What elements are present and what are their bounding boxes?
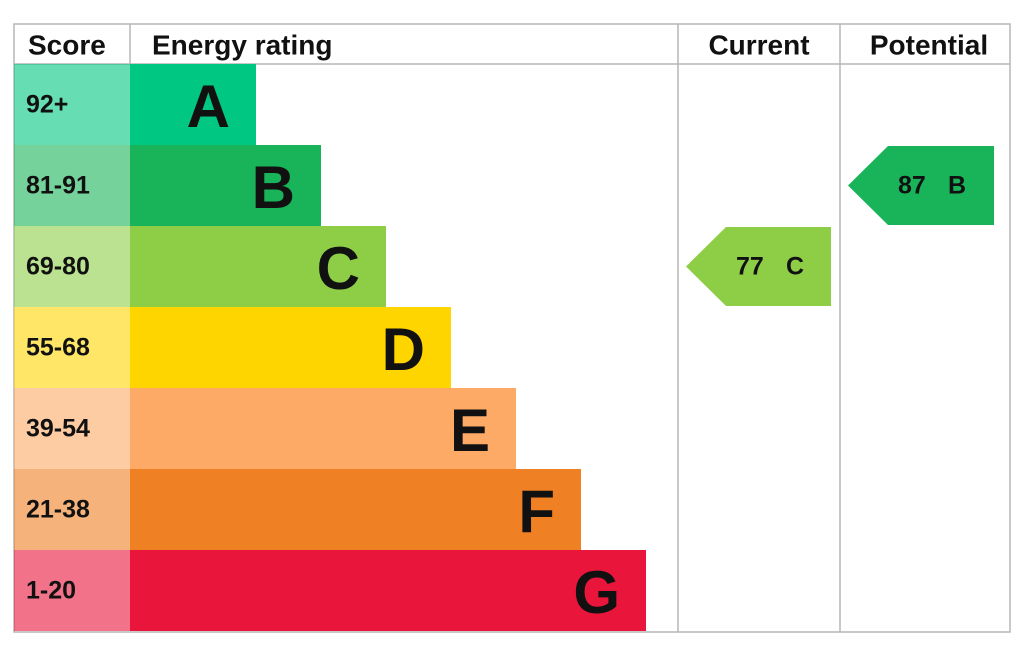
rating-arrow xyxy=(848,146,994,225)
score-label: 21-38 xyxy=(26,496,90,524)
score-label: 92+ xyxy=(26,91,68,119)
band-bar xyxy=(130,307,451,388)
band-bar xyxy=(130,469,581,550)
rating-arrow xyxy=(686,227,831,306)
band-letter: G xyxy=(573,559,620,626)
header: Potential xyxy=(870,30,988,61)
rating-value: 87 xyxy=(898,172,926,200)
score-cell xyxy=(14,550,130,631)
rating-band: B xyxy=(948,172,966,200)
score-cell xyxy=(14,64,130,145)
header: Score xyxy=(28,30,106,61)
rating-value: 77 xyxy=(736,253,764,281)
band-bar xyxy=(130,388,516,469)
band-letter: E xyxy=(450,397,490,464)
score-label: 81-91 xyxy=(26,172,90,200)
header: Current xyxy=(708,30,809,61)
band-letter: D xyxy=(382,316,425,383)
score-cell xyxy=(14,226,130,307)
band-letter: C xyxy=(317,235,360,302)
score-label: 39-54 xyxy=(26,415,90,443)
band-bar xyxy=(130,226,386,307)
rating-band: C xyxy=(786,253,804,281)
band-bar xyxy=(130,145,321,226)
band-bar xyxy=(130,64,256,145)
header: Energy rating xyxy=(152,30,332,61)
score-cell xyxy=(14,388,130,469)
score-cell xyxy=(14,307,130,388)
band-letter: A xyxy=(187,73,230,140)
band-letter: F xyxy=(518,478,555,545)
band-bar xyxy=(130,550,646,631)
band-letter: B xyxy=(252,154,295,221)
score-label: 69-80 xyxy=(26,253,90,281)
score-label: 55-68 xyxy=(26,334,90,362)
score-cell xyxy=(14,145,130,226)
score-cell xyxy=(14,469,130,550)
score-label: 1-20 xyxy=(26,577,76,605)
